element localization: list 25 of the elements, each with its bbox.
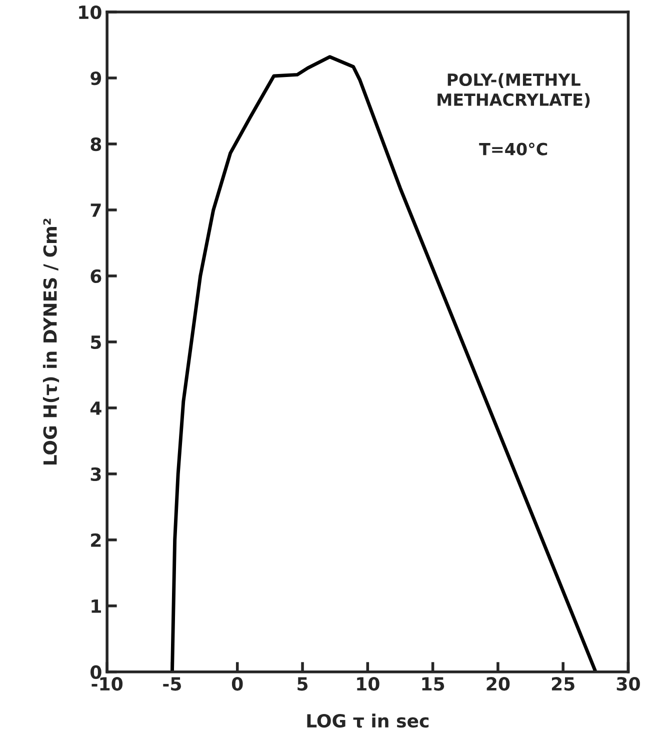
y-tick-label: 7 bbox=[90, 204, 101, 217]
y-tick-label: 8 bbox=[90, 137, 102, 152]
x-tick-label: 10 bbox=[357, 677, 380, 691]
y-tick-label: 4 bbox=[90, 402, 102, 415]
x-tick-label: 20 bbox=[486, 677, 510, 691]
y-tick-label: 9 bbox=[90, 71, 102, 86]
y-axis-title: LOG H(τ) in DYNES / Cm² bbox=[42, 218, 60, 464]
y-tick-label: 5 bbox=[91, 336, 101, 350]
x-tick-label: 15 bbox=[422, 677, 444, 691]
y-tick-label: 2 bbox=[91, 533, 101, 547]
x-axis-title: LOG τ in sec bbox=[307, 714, 429, 728]
y-tick-label: 1 bbox=[92, 600, 101, 613]
x-tick-label: 5 bbox=[298, 677, 308, 691]
annotation: POLY-(METHYL METHACRYLATE) bbox=[438, 73, 590, 108]
y-tick-label: 0 bbox=[90, 665, 102, 679]
x-tick-label: 30 bbox=[616, 677, 640, 691]
x-tick-label: 25 bbox=[552, 677, 574, 691]
y-tick-label: 6 bbox=[90, 269, 102, 284]
line-series bbox=[170, 55, 598, 672]
annotation: T=40°C bbox=[479, 142, 548, 156]
x-tick-label: -10 bbox=[92, 677, 123, 691]
y-tick-label: 10 bbox=[79, 5, 102, 20]
x-tick-label: 0 bbox=[232, 677, 243, 691]
y-tick-label: 3 bbox=[90, 467, 101, 482]
x-tick-label: -5 bbox=[163, 677, 181, 691]
